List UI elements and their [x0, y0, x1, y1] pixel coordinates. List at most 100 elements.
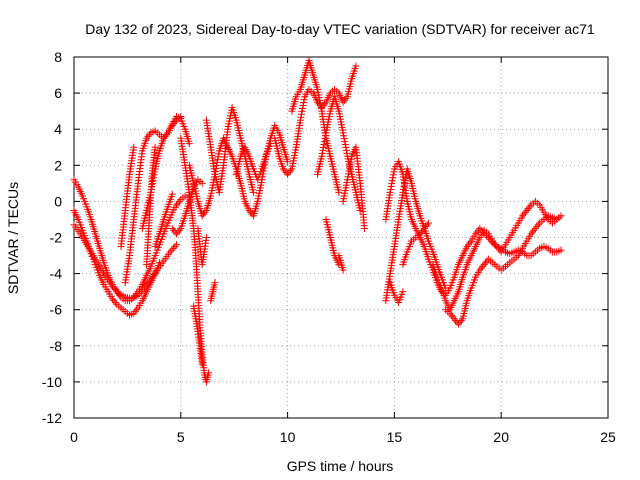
data-point	[145, 131, 153, 139]
grid	[74, 57, 608, 418]
data-point	[213, 159, 221, 167]
series-track-14	[202, 104, 257, 196]
data-point	[341, 141, 349, 149]
data-point	[174, 199, 182, 207]
data-point	[133, 306, 141, 314]
data-point	[299, 102, 307, 110]
data-point	[454, 320, 462, 328]
data-point	[344, 173, 352, 181]
series-track-15	[168, 176, 206, 238]
data-point	[136, 289, 144, 297]
data-point	[181, 192, 189, 200]
data-point	[205, 369, 213, 377]
data-point	[215, 150, 223, 158]
data-point	[341, 138, 349, 146]
data-point	[417, 228, 425, 236]
data-point	[286, 167, 294, 175]
x-tick-label: 25	[600, 429, 616, 445]
series-track-21	[335, 252, 347, 274]
x-tick-label: 0	[70, 429, 78, 445]
data-point	[297, 113, 305, 121]
x-tick-label: 15	[387, 429, 403, 445]
data-point	[339, 266, 347, 274]
data-point	[342, 146, 350, 154]
data-point	[113, 288, 121, 296]
data-point	[449, 313, 457, 321]
data-point	[168, 122, 176, 130]
data-point	[284, 158, 292, 166]
data-point	[342, 143, 350, 151]
data-point	[476, 224, 484, 232]
data-point	[463, 243, 471, 251]
y-axis-label: SDTVAR / TECUs	[5, 182, 21, 294]
data-point	[130, 143, 138, 151]
data-point	[318, 149, 326, 157]
data-point	[318, 152, 326, 160]
data-point	[134, 291, 142, 299]
data-point	[341, 96, 349, 104]
data-points	[70, 57, 565, 386]
data-point	[247, 208, 255, 216]
data-point	[472, 230, 480, 238]
data-point	[174, 228, 182, 236]
series-track-11	[194, 224, 210, 269]
data-point	[169, 244, 177, 252]
data-point	[131, 308, 139, 316]
data-point	[214, 153, 222, 161]
data-point	[457, 317, 465, 325]
data-point	[531, 224, 539, 232]
data-point	[168, 190, 176, 198]
data-point	[399, 185, 407, 193]
series-track-3	[70, 221, 181, 303]
data-point	[168, 224, 176, 232]
series-track-7	[143, 143, 159, 269]
x-axis-label: GPS time / hours	[287, 458, 394, 474]
series-track-28	[399, 219, 433, 269]
data-point	[442, 284, 450, 292]
data-point	[519, 212, 527, 220]
data-point	[346, 164, 354, 172]
x-tick-labels: 0 5 10 15 20 25	[70, 429, 616, 445]
data-point	[490, 239, 498, 247]
data-point	[492, 241, 500, 249]
data-point	[108, 295, 116, 303]
data-point	[420, 224, 428, 232]
data-point	[339, 129, 347, 137]
y-tick-label: 0	[54, 193, 62, 209]
x-tick-label: 10	[280, 429, 296, 445]
data-point	[185, 140, 193, 148]
data-point	[416, 230, 424, 238]
series-track-5	[117, 143, 138, 251]
data-point	[423, 221, 431, 229]
data-point	[521, 208, 529, 216]
series-track-22	[339, 143, 368, 232]
series-track-16	[232, 140, 275, 184]
y-tick-label: -8	[50, 338, 63, 354]
data-point	[526, 203, 534, 211]
data-point	[524, 205, 532, 213]
data-point	[446, 309, 454, 317]
series-track-17	[271, 62, 360, 178]
data-point	[201, 208, 209, 216]
data-point	[322, 132, 330, 140]
data-point	[319, 143, 327, 151]
data-point	[494, 244, 502, 252]
data-point	[479, 262, 487, 270]
y-tick-label: -4	[50, 266, 63, 282]
data-point	[108, 282, 116, 290]
y-tick-label: -12	[42, 410, 62, 426]
data-point	[557, 246, 565, 254]
data-point	[343, 149, 351, 157]
data-point	[163, 131, 171, 139]
data-point	[143, 134, 151, 142]
data-point	[523, 206, 531, 214]
data-point	[111, 298, 119, 306]
data-point	[447, 311, 455, 319]
data-point	[137, 288, 145, 296]
data-point	[175, 226, 183, 234]
data-point	[464, 241, 472, 249]
series-track-24	[429, 197, 565, 314]
data-point	[386, 188, 394, 196]
data-point	[211, 279, 219, 287]
data-point	[160, 134, 168, 142]
